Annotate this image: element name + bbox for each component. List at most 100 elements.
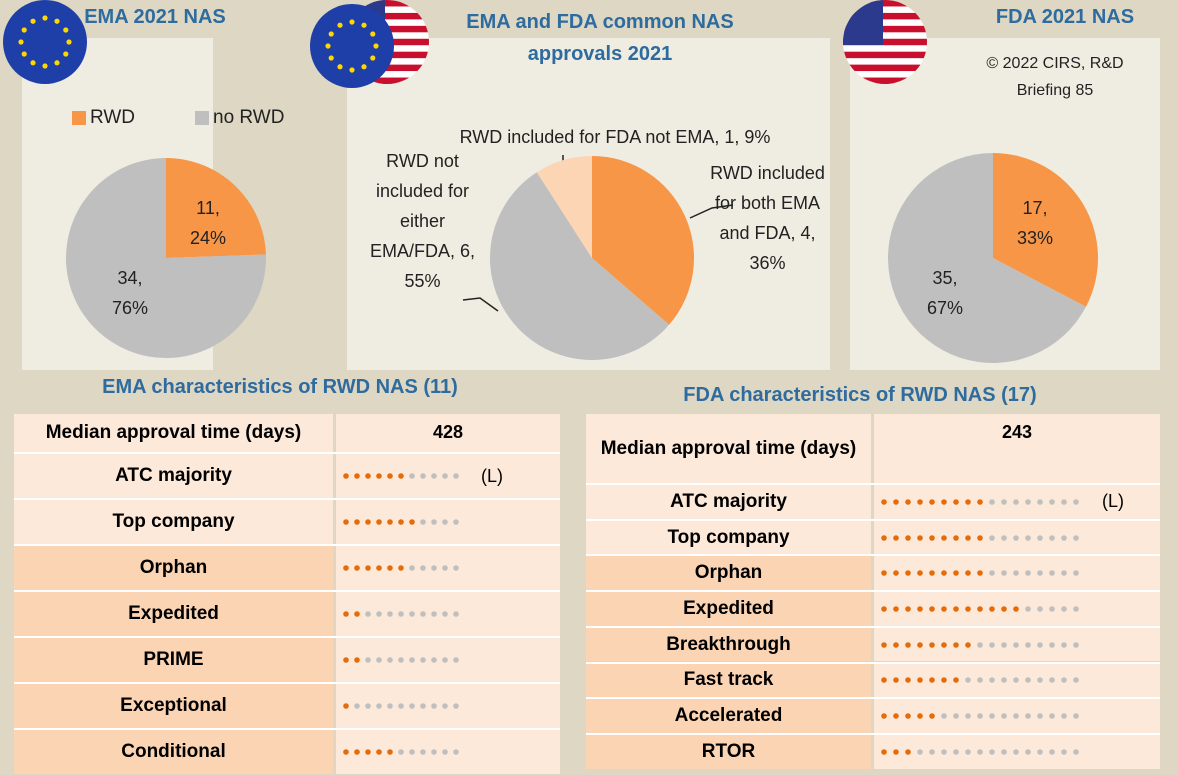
star: [63, 51, 69, 57]
dot: [1025, 641, 1031, 648]
row-label: Median approval time (days): [14, 414, 333, 452]
dot: [917, 534, 923, 541]
dot-cell: [874, 627, 1160, 662]
dot: [893, 748, 899, 755]
dot: [965, 713, 971, 719]
star: [361, 22, 367, 28]
star: [21, 27, 27, 33]
dot: [989, 641, 995, 648]
dot: [965, 499, 971, 505]
star: [328, 31, 334, 37]
stripe: [345, 71, 429, 79]
dot: [1013, 499, 1019, 505]
dot: [442, 473, 448, 479]
dot: [1025, 570, 1031, 577]
dot: [420, 473, 426, 479]
dot: [1013, 748, 1019, 755]
row-label: Fast track: [586, 663, 871, 698]
dot-cell: [336, 684, 560, 728]
dot-row: Expedited: [586, 590, 1160, 626]
dot-count: [343, 473, 459, 479]
dot: [1061, 641, 1067, 648]
dot: [893, 713, 899, 719]
legend-swatch: [72, 111, 86, 125]
star: [66, 39, 72, 45]
dot: [354, 519, 360, 525]
dot: [409, 703, 415, 709]
dot: [398, 611, 404, 617]
dot: [989, 677, 995, 684]
dot: [442, 657, 448, 663]
dot: [953, 499, 959, 505]
dot: [1001, 748, 1007, 755]
dot: [365, 473, 371, 479]
dot: [977, 606, 983, 612]
dot: [1073, 534, 1079, 541]
dot: [442, 565, 448, 571]
dot: [905, 641, 911, 648]
slice-label: RWD included for FDA not EMA, 1, 9%: [459, 127, 771, 147]
dot: [376, 519, 382, 525]
dot: [398, 749, 404, 755]
dot: [1001, 713, 1007, 719]
dot: [1049, 499, 1055, 505]
dot-row: Exceptional: [14, 682, 560, 728]
dot: [420, 657, 426, 663]
dot: [881, 713, 887, 719]
dot: [1037, 677, 1043, 684]
dot: [398, 703, 404, 709]
star: [349, 67, 355, 73]
dot: [941, 713, 947, 719]
dot: [365, 611, 371, 617]
dot: [453, 519, 459, 525]
dot: [1061, 499, 1067, 505]
dot: [420, 519, 426, 525]
row-label: Orphan: [14, 546, 333, 590]
dot: [442, 519, 448, 525]
dot: [1025, 606, 1031, 612]
pie-slice: [592, 156, 695, 325]
dot-row: Breakthrough: [586, 625, 1160, 662]
dot: [387, 657, 393, 663]
star: [337, 64, 343, 70]
dot: [1013, 677, 1019, 684]
dot: [442, 611, 448, 617]
dot: [343, 473, 349, 479]
dot-strip: [343, 611, 459, 617]
canton: [843, 0, 883, 45]
dot: [1061, 748, 1067, 755]
dot: [941, 748, 947, 755]
row-label: Exceptional: [14, 684, 333, 728]
dot-cell: [874, 556, 1160, 591]
dot: [1025, 499, 1031, 505]
dot: [1001, 606, 1007, 612]
dot: [343, 519, 349, 525]
dot: [1073, 641, 1079, 648]
table-title: EMA characteristics of RWD NAS (11): [102, 376, 458, 398]
dot: [881, 534, 887, 541]
star: [328, 55, 334, 61]
dot: [953, 606, 959, 612]
dot: [965, 641, 971, 648]
dot: [953, 713, 959, 719]
stripe: [345, 6, 429, 14]
star: [18, 39, 24, 45]
row-label: ATC majority: [14, 454, 333, 498]
dot: [989, 499, 995, 505]
dot: [917, 713, 923, 719]
stripe: [843, 12, 927, 20]
dot: [917, 499, 923, 505]
median-row: Median approval time (days) 428: [14, 414, 560, 452]
dot-strip: [881, 499, 1079, 505]
dot: [917, 606, 923, 612]
dot: [1025, 677, 1031, 684]
dot: [953, 677, 959, 684]
dot-cell: [336, 730, 560, 774]
dot: [1037, 570, 1043, 577]
star: [349, 19, 355, 25]
dot: [431, 473, 437, 479]
dot: [1061, 606, 1067, 612]
star: [42, 63, 48, 69]
dot: [1037, 534, 1043, 541]
dot: [1061, 570, 1067, 577]
